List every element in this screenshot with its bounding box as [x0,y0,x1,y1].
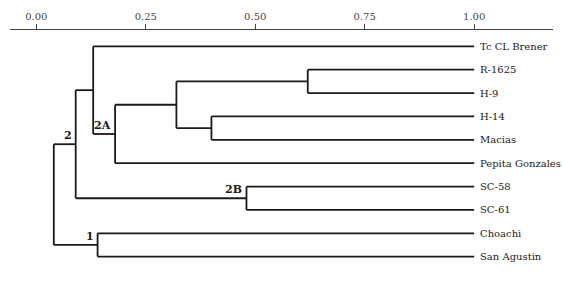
svg-text:Tc CL Brener: Tc CL Brener [480,41,548,52]
svg-text:SC-58: SC-58 [480,181,511,192]
svg-text:0.50: 0.50 [244,11,266,22]
svg-text:0.75: 0.75 [354,11,376,22]
svg-text:R-1625: R-1625 [480,64,516,75]
svg-text:San Agustin: San Agustin [480,251,542,262]
svg-text:2A: 2A [94,119,111,132]
svg-text:H-14: H-14 [480,111,505,122]
svg-text:0.25: 0.25 [135,11,157,22]
svg-text:2: 2 [64,129,72,142]
svg-text:Choachi: Choachi [480,228,521,239]
svg-text:Pepita Gonzales: Pepita Gonzales [480,158,561,169]
svg-text:2B: 2B [225,183,242,196]
svg-text:Macias: Macias [480,134,516,145]
svg-text:SC-61: SC-61 [480,204,511,215]
svg-text:0.00: 0.00 [25,11,47,22]
svg-text:1: 1 [86,230,94,243]
svg-text:1.00: 1.00 [463,11,485,22]
svg-text:H-9: H-9 [480,88,498,99]
